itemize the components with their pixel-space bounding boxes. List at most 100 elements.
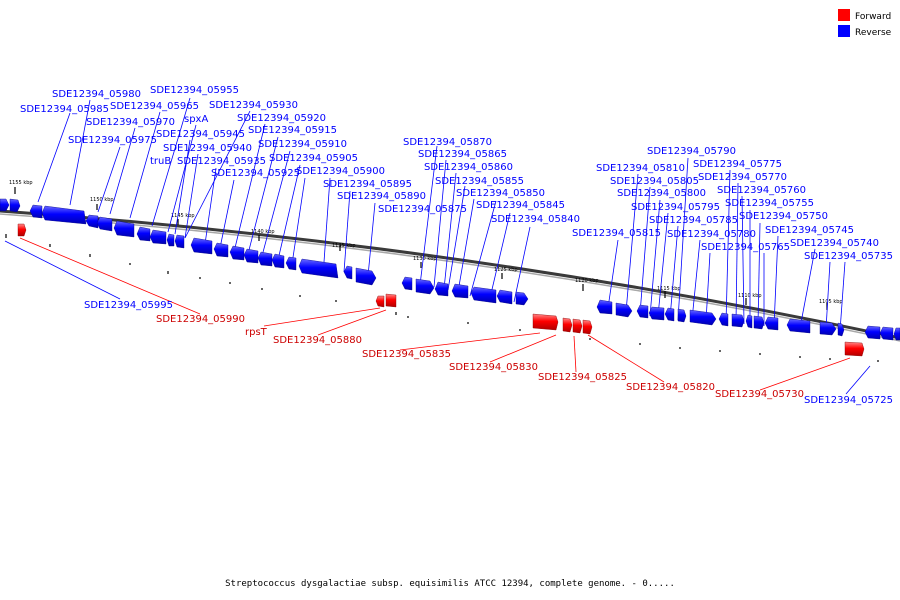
gene-label[interactable]: SDE12394_05925	[211, 168, 300, 179]
gene-arrow[interactable]	[532, 313, 559, 331]
gene-label[interactable]: SDE12394_05980	[52, 89, 141, 100]
gene-label[interactable]: spxA	[184, 114, 208, 125]
gene-arrow[interactable]	[572, 318, 583, 334]
gene-label[interactable]: truB	[150, 156, 171, 167]
gene-arrow[interactable]	[562, 317, 573, 333]
gene-arrow[interactable]	[149, 229, 167, 245]
gene-label[interactable]: SDE12394_05940	[163, 143, 252, 154]
gene-arrow[interactable]	[113, 220, 135, 238]
gene-label[interactable]: SDE12394_05900	[296, 166, 385, 177]
gene-label[interactable]: SDE12394_05975	[68, 135, 157, 146]
gene-label[interactable]: SDE12394_05820	[626, 382, 715, 393]
gene-label[interactable]: SDE12394_05835	[362, 349, 451, 360]
gene-arrow[interactable]	[385, 293, 397, 308]
gene-label[interactable]: SDE12394_05935	[177, 156, 266, 167]
gene-arrow[interactable]	[718, 312, 729, 327]
gene-arrow[interactable]	[85, 214, 99, 229]
gene-label[interactable]: rpsT	[245, 327, 268, 338]
gene-arrow[interactable]	[229, 245, 245, 261]
gene-arrow[interactable]	[864, 325, 881, 340]
gene-label[interactable]: SDE12394_05735	[804, 251, 893, 262]
gene-arrow[interactable]	[243, 248, 259, 264]
gene-arrow[interactable]	[285, 256, 297, 271]
gene-label[interactable]: SDE12394_05745	[765, 225, 854, 236]
gene-arrow[interactable]	[41, 205, 87, 225]
gene-label[interactable]: SDE12394_05905	[269, 153, 358, 164]
gene-label[interactable]: SDE12394_05770	[698, 172, 787, 183]
gene-label[interactable]: SDE12394_05930	[209, 100, 298, 111]
gene-arrow[interactable]	[17, 223, 27, 237]
gene-label[interactable]: SDE12394_05825	[538, 372, 627, 383]
gene-arrow[interactable]	[257, 251, 273, 267]
gene-arrow[interactable]	[648, 306, 665, 321]
gene-label[interactable]: SDE12394_05875	[378, 204, 467, 215]
gene-label[interactable]: SDE12394_05845	[476, 200, 565, 211]
gene-label[interactable]: SDE12394_05970	[86, 117, 175, 128]
gene-label[interactable]: SDE12394_05990	[156, 314, 245, 325]
gene-arrow[interactable]	[745, 314, 753, 329]
gene-label[interactable]: SDE12394_05895	[323, 179, 412, 190]
gene-arrow[interactable]	[355, 267, 377, 286]
gene-arrow[interactable]	[764, 316, 779, 331]
gene-label[interactable]: SDE12394_05850	[456, 188, 545, 199]
gene-label[interactable]: SDE12394_05790	[647, 146, 736, 157]
gene-label[interactable]: SDE12394_05955	[150, 85, 239, 96]
gene-arrow[interactable]	[837, 322, 845, 337]
gene-arrow[interactable]	[29, 204, 43, 219]
gene-label[interactable]: SDE12394_05750	[739, 211, 828, 222]
gene-label[interactable]: SDE12394_05870	[403, 137, 492, 148]
gene-arrow[interactable]	[893, 327, 900, 341]
gene-label[interactable]: SDE12394_05810	[596, 163, 685, 174]
gene-arrow[interactable]	[664, 307, 675, 322]
gene-arrow[interactable]	[753, 315, 765, 330]
gene-arrow[interactable]	[96, 216, 113, 232]
gene-arrow[interactable]	[496, 289, 513, 305]
gene-arrow[interactable]	[582, 319, 593, 335]
gene-arrow[interactable]	[415, 278, 435, 295]
gene-arrow[interactable]	[434, 281, 449, 297]
gene-arrow[interactable]	[844, 341, 865, 357]
gene-arrow[interactable]	[689, 309, 717, 326]
gene-arrow[interactable]	[213, 242, 229, 258]
gene-label[interactable]: SDE12394_05915	[248, 125, 337, 136]
gene-arrow[interactable]	[136, 226, 151, 242]
gene-arrow[interactable]	[677, 308, 687, 323]
gene-arrow[interactable]	[819, 321, 837, 336]
gene-label[interactable]: SDE12394_05860	[424, 162, 513, 173]
gene-label[interactable]: SDE12394_05730	[715, 389, 804, 400]
gene-arrow[interactable]	[401, 276, 413, 291]
gene-label[interactable]: SDE12394_05760	[717, 185, 806, 196]
gene-arrow[interactable]	[166, 233, 175, 247]
gene-arrow[interactable]	[731, 313, 745, 328]
gene-arrow[interactable]	[451, 283, 469, 299]
gene-label[interactable]: SDE12394_05840	[491, 214, 580, 225]
gene-label[interactable]: SDE12394_05795	[631, 202, 720, 213]
gene-label[interactable]: SDE12394_05785	[649, 215, 738, 226]
gene-label[interactable]: SDE12394_05910	[258, 139, 347, 150]
gene-label[interactable]: SDE12394_05880	[273, 335, 362, 346]
gene-label[interactable]: SDE12394_05725	[804, 395, 893, 406]
gene-arrow[interactable]	[636, 304, 649, 319]
gene-arrow[interactable]	[470, 286, 497, 304]
gene-arrow[interactable]	[786, 318, 811, 334]
gene-arrow[interactable]	[9, 198, 21, 213]
gene-label[interactable]: SDE12394_05805	[610, 176, 699, 187]
gene-label[interactable]: SDE12394_05890	[337, 191, 426, 202]
gene-arrow[interactable]	[375, 295, 385, 308]
gene-label[interactable]: SDE12394_05780	[667, 229, 756, 240]
gene-label[interactable]: SDE12394_05920	[237, 113, 326, 124]
gene-label[interactable]: SDE12394_05815	[572, 228, 661, 239]
gene-arrow[interactable]	[0, 198, 10, 212]
gene-arrow[interactable]	[879, 326, 894, 341]
gene-label[interactable]: SDE12394_05755	[725, 198, 814, 209]
gene-label[interactable]: SDE12394_05740	[790, 238, 879, 249]
gene-arrow[interactable]	[174, 234, 185, 249]
gene-label[interactable]: SDE12394_05775	[693, 159, 782, 170]
gene-label[interactable]: SDE12394_05800	[617, 188, 706, 199]
gene-label[interactable]: SDE12394_05765	[701, 242, 790, 253]
gene-arrow[interactable]	[343, 265, 353, 280]
gene-label[interactable]: SDE12394_05995	[84, 300, 173, 311]
gene-label[interactable]: SDE12394_05830	[449, 362, 538, 373]
gene-arrow[interactable]	[596, 299, 613, 315]
gene-label[interactable]: SDE12394_05945	[156, 129, 245, 140]
